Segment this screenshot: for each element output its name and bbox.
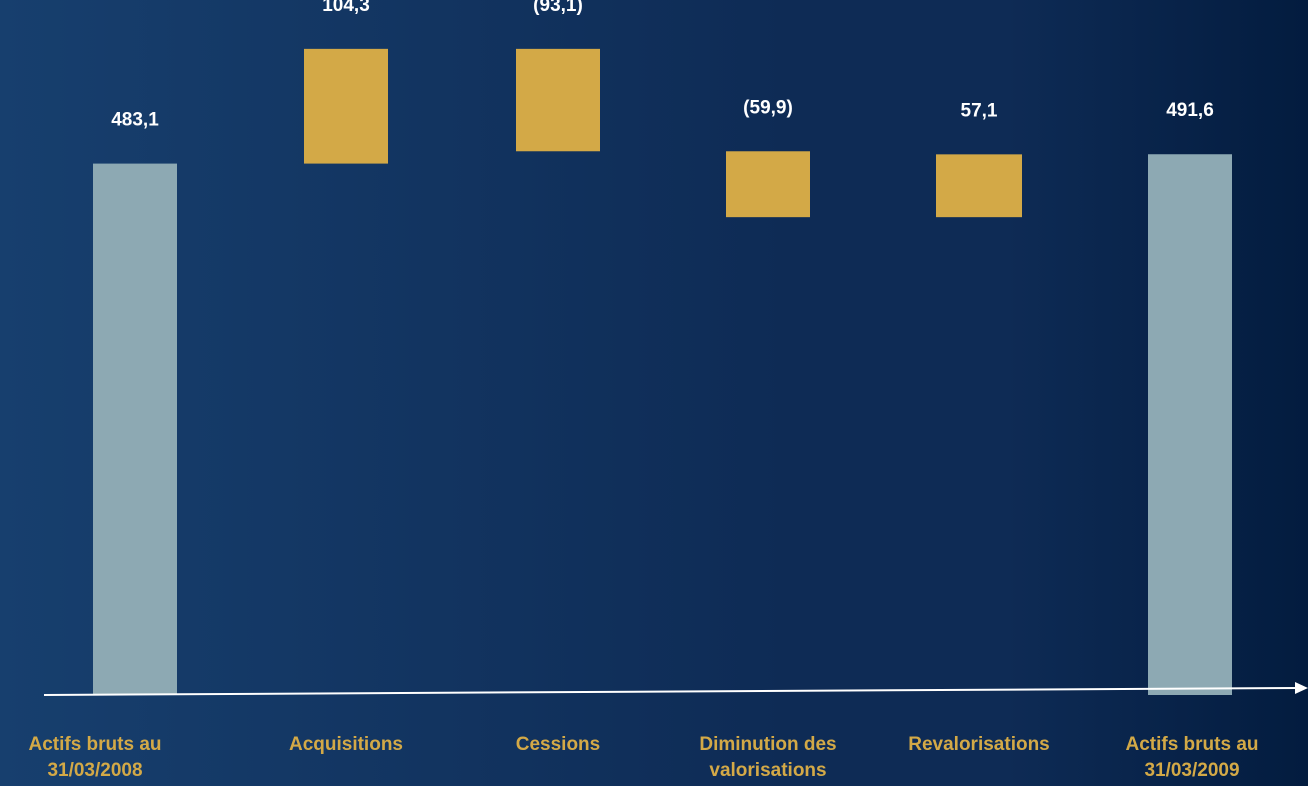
category-label-acquisitions: Acquisitions <box>289 734 403 755</box>
category-label-cessions: Cessions <box>516 734 600 755</box>
bar-revalorisations <box>936 154 1022 218</box>
bar-actifs-bruts-au-31-03-2009 <box>1148 154 1232 696</box>
bars-layer <box>93 48 1232 696</box>
x-axis-line <box>43 687 1301 696</box>
value-label-cessions: (93,1) <box>533 0 583 16</box>
bar-acquisitions <box>304 48 388 164</box>
bar-cessions <box>516 48 600 152</box>
x-axis <box>43 682 1308 696</box>
value-label-actifs-bruts-au-31-03-2009: 491,6 <box>1166 100 1214 121</box>
value-label-actifs-bruts-au-31-03-2008: 483,1 <box>111 110 159 131</box>
x-axis-arrow-icon <box>1295 682 1308 694</box>
labels-layer: 483,1 Actifs bruts au 31/03/2008 104,3 Acqui… <box>28 0 1258 781</box>
value-label-diminution-des-valorisations: (59,9) <box>743 97 793 118</box>
value-label-acquisitions: 104,3 <box>322 0 370 16</box>
bar-diminution-des-valorisations <box>726 151 810 218</box>
bar-actifs-bruts-au-31-03-2008 <box>93 163 177 696</box>
category-label-diminution-des-valorisations: Diminution des valorisations <box>699 734 836 781</box>
category-label-revalorisations: Revalorisations <box>908 734 1050 755</box>
category-label-actifs-bruts-au-31-03-2008: Actifs bruts au 31/03/2008 <box>28 734 161 781</box>
value-label-revalorisations: 57,1 <box>961 100 998 121</box>
category-label-actifs-bruts-au-31-03-2009: Actifs bruts au 31/03/2009 <box>1125 734 1258 781</box>
